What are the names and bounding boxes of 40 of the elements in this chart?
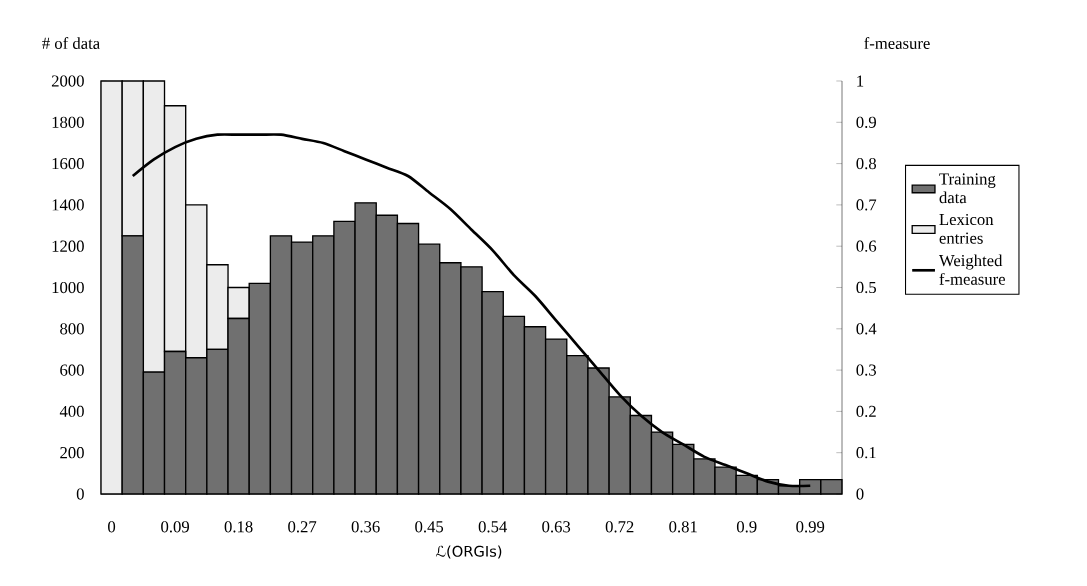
y2-tick-label: 0 [856, 488, 864, 500]
x-tick-label: 0.09 [161, 521, 190, 533]
y2-tick-label: 0.1 [856, 447, 876, 459]
y2-tick-label: 0.3 [856, 364, 876, 376]
x-tick-label: 0.63 [542, 521, 571, 533]
y-tick-label: 0 [76, 488, 84, 500]
y2-axis-title: f-measure [864, 37, 930, 49]
y-tick-label: 1000 [52, 281, 84, 294]
x-tick-label: 0.81 [669, 521, 697, 533]
x-tick-label: 0.99 [796, 521, 825, 533]
y2-tick-label: 0.7 [856, 199, 877, 211]
x-tick-label: 0.27 [288, 521, 317, 533]
x-tick-label: 0.9 [736, 521, 757, 533]
y2-tick-label: 0.5 [856, 281, 876, 294]
x-tick-label: 0.18 [224, 521, 253, 533]
x-tick-label: 0.45 [415, 521, 444, 533]
x-tick-label: 0.72 [605, 521, 634, 533]
y2-tick-label: 0.4 [856, 323, 877, 335]
y-tick-label: 2000 [51, 75, 84, 87]
y2-tick-label: 0.2 [856, 405, 876, 418]
y-tick-label: 800 [60, 323, 84, 335]
x-tick-label: 0.36 [351, 521, 380, 533]
y-tick-label: 1400 [52, 199, 84, 211]
x-axis-title: ℒ(ORGIs) [435, 545, 502, 559]
y-tick-label: 1800 [52, 116, 84, 128]
y-tick-label: 400 [59, 405, 84, 418]
x-tick-label: 0.54 [478, 521, 507, 533]
y2-tick-label: 0.6 [856, 240, 877, 252]
x-tick-label: 0 [108, 521, 116, 533]
y-tick-label: 600 [60, 364, 84, 376]
y-tick-label: 1600 [52, 157, 84, 170]
y-tick-label: 1200 [52, 240, 84, 252]
y2-tick-label: 0.8 [856, 157, 877, 170]
legend-label: Lexicon entries [939, 213, 994, 244]
legend-label: Weighted f-measure [938, 254, 1006, 285]
y2-tick-label: 1 [857, 75, 864, 87]
y-tick-label: 200 [60, 447, 84, 459]
y-axis-title: # of data [42, 37, 100, 49]
legend-label: Training data [939, 173, 996, 204]
y2-tick-label: 0.9 [856, 116, 876, 128]
